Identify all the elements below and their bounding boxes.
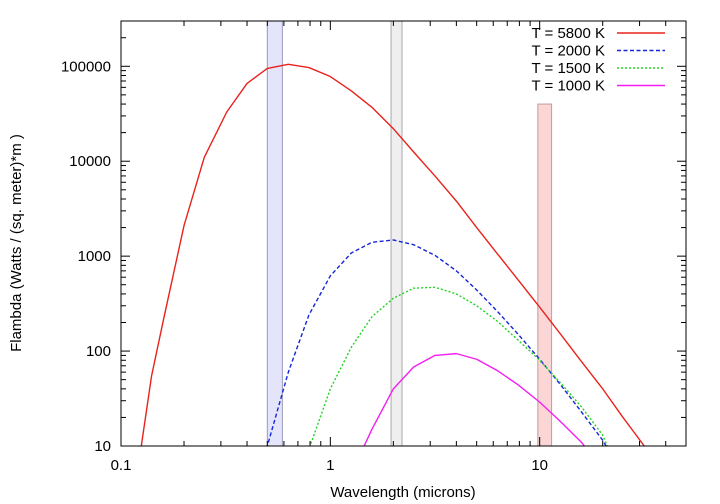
legend-label: T = 2000 K <box>531 43 605 60</box>
legend-label: T = 1500 K <box>531 60 605 77</box>
y-tick-label: 100000 <box>61 58 111 75</box>
y-tick-label: 10 <box>94 438 111 455</box>
axis-ticks <box>120 20 687 447</box>
y-tick-labels: 10 100 1000 10000 100000 <box>61 58 111 455</box>
wavelength-bands <box>266 21 553 446</box>
x-tick-label: 0.1 <box>111 457 132 474</box>
band-3 <box>537 103 553 446</box>
band-1 <box>266 21 283 446</box>
series-line-3 <box>309 286 609 446</box>
series-lines <box>140 63 646 446</box>
series-line-4 <box>363 352 586 446</box>
legend-label: T = 5800 K <box>531 25 605 42</box>
x-tick-label: 1 <box>326 457 334 474</box>
series-line-1 <box>140 63 646 446</box>
x-tick-labels: 0.1 1 10 <box>111 457 548 474</box>
series-line-2 <box>266 239 607 446</box>
y-axis-label: Flambda (Watts / (sq. meter)*m ) <box>8 134 25 352</box>
plot-frame <box>120 20 687 447</box>
y-tick-label: 100 <box>86 343 111 360</box>
x-tick-label: 10 <box>531 457 548 474</box>
legend: T = 5800 KT = 2000 KT = 1500 KT = 1000 K <box>531 25 665 95</box>
band-2 <box>390 21 403 446</box>
legend-label: T = 1000 K <box>531 78 605 95</box>
x-axis-label: Wavelength (microns) <box>330 484 475 501</box>
y-tick-label: 10000 <box>69 153 111 170</box>
y-tick-label: 1000 <box>78 248 111 265</box>
